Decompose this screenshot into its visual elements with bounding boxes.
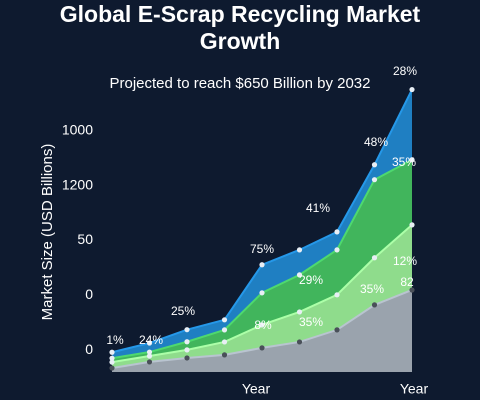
- point: [221, 339, 228, 345]
- point: [334, 292, 340, 298]
- y-tick-label: 50: [77, 231, 93, 247]
- point: [409, 287, 415, 293]
- point: [296, 309, 303, 315]
- chart-title: Global E-Scrap Recycling Market Growth: [60, 1, 421, 54]
- point: [259, 290, 265, 296]
- annotation: 12%: [393, 254, 417, 268]
- point: [334, 229, 340, 235]
- point: [184, 327, 190, 333]
- annotation: 75%: [250, 242, 274, 256]
- point: [109, 365, 115, 371]
- point: [221, 327, 228, 333]
- point: [184, 347, 190, 353]
- point: [146, 359, 153, 365]
- point: [296, 272, 303, 278]
- point: [184, 339, 190, 345]
- annotation: 8%: [254, 318, 272, 332]
- y-tick-label: 1000: [62, 121, 93, 137]
- point: [371, 177, 378, 183]
- point: [146, 340, 153, 346]
- y-tick-label: 0: [85, 341, 93, 357]
- annotation: 41%: [306, 201, 330, 215]
- chart-subtitle: Projected to reach $650 Billion by 2032: [109, 75, 370, 92]
- y-axis-label: Market Size (USD Billions): [39, 144, 56, 321]
- point: [409, 86, 415, 93]
- point: [259, 345, 265, 351]
- point: [259, 262, 265, 268]
- point: [334, 327, 340, 333]
- point: [146, 353, 153, 359]
- point: [371, 162, 378, 168]
- y-tick-label: 1200: [62, 176, 93, 192]
- annotation: 35%: [392, 155, 416, 169]
- area: [112, 159, 412, 363]
- point: [184, 355, 190, 361]
- point: [371, 302, 378, 308]
- point: [109, 359, 115, 365]
- annotation: 82: [400, 275, 414, 289]
- point: [146, 349, 153, 355]
- y-tick-label: 0: [85, 286, 93, 302]
- point: [409, 222, 415, 228]
- point: [109, 355, 115, 361]
- annotation: 48%: [364, 135, 388, 149]
- annotation: 24%: [139, 333, 163, 347]
- annotation: 35%: [360, 282, 384, 296]
- annotation: 29%: [299, 273, 323, 287]
- point: [371, 255, 378, 261]
- point: [296, 247, 303, 253]
- point: [221, 317, 228, 323]
- area: [112, 224, 412, 369]
- point: [334, 247, 340, 253]
- annotation: 28%: [393, 64, 417, 78]
- point: [409, 157, 415, 163]
- point: [259, 322, 265, 328]
- annotation: 1%: [106, 333, 124, 347]
- x-tick-label: Year: [400, 381, 429, 397]
- point: [221, 352, 228, 358]
- point: [109, 349, 115, 355]
- annotation: 25%: [171, 304, 195, 318]
- point: [296, 339, 303, 345]
- annotation: 35%: [299, 315, 323, 329]
- area: [112, 289, 412, 372]
- x-tick-label: Year: [242, 381, 271, 397]
